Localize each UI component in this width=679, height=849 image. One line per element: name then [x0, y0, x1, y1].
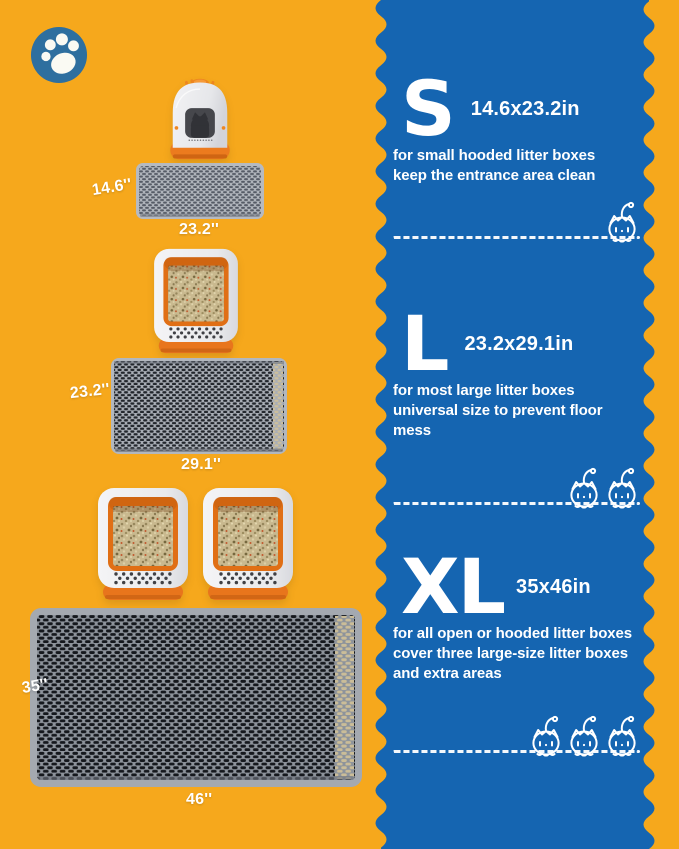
cat-icon — [604, 200, 640, 243]
paw-icon — [30, 26, 88, 84]
size-xl-description: for all open or hooded litter boxes cove… — [393, 625, 633, 682]
size-xl-cat-icons — [393, 713, 640, 757]
cat-icon — [528, 714, 564, 757]
open-litter-box-left-illustration — [96, 486, 190, 602]
size-l-letter: L — [401, 299, 449, 388]
size-l-cat-icons — [393, 465, 640, 509]
cat-icon — [566, 714, 602, 757]
hooded-litter-box-illustration — [162, 74, 238, 162]
size-s-cat-icons — [393, 199, 640, 243]
dashed-divider — [393, 750, 640, 753]
open-litter-box-right-illustration — [201, 486, 295, 602]
large-mat-illustration — [111, 358, 287, 454]
cat-icon — [566, 466, 602, 509]
size-xl-header: XL 35x46in — [393, 542, 640, 631]
size-l-description: for most large litter boxes universal si… — [393, 382, 603, 439]
xl-mat-illustration — [30, 608, 362, 787]
size-section-s: S 14.6x23.2in for small hooded litter bo… — [393, 64, 640, 239]
xl-mat-length-label: 46'' — [186, 791, 213, 808]
small-mat-length-label: 23.2'' — [179, 221, 219, 238]
size-s-description: for small hooded litter boxes keep the e… — [393, 147, 596, 184]
size-s-dimensions: 14.6x23.2in — [470, 97, 580, 120]
dashed-divider — [393, 502, 640, 505]
cat-icon — [604, 714, 640, 757]
cat-icon — [604, 466, 640, 509]
size-xl-letter: XL — [401, 542, 506, 631]
large-mat-length-label: 29.1'' — [181, 456, 221, 473]
size-l-header: L 23.2x29.1in — [393, 299, 640, 388]
size-section-xl: XL 35x46in for all open or hooded litter… — [393, 542, 640, 753]
size-s-letter: S — [401, 64, 456, 153]
size-s-header: S 14.6x23.2in — [393, 64, 640, 153]
size-xl-dimensions: 35x46in — [516, 575, 591, 598]
size-section-l: L 23.2x29.1in for most large litter boxe… — [393, 299, 640, 505]
open-litter-box-illustration — [152, 247, 240, 355]
size-l-dimensions: 23.2x29.1in — [464, 332, 574, 355]
dashed-divider — [393, 236, 640, 239]
small-mat-illustration — [136, 163, 264, 219]
